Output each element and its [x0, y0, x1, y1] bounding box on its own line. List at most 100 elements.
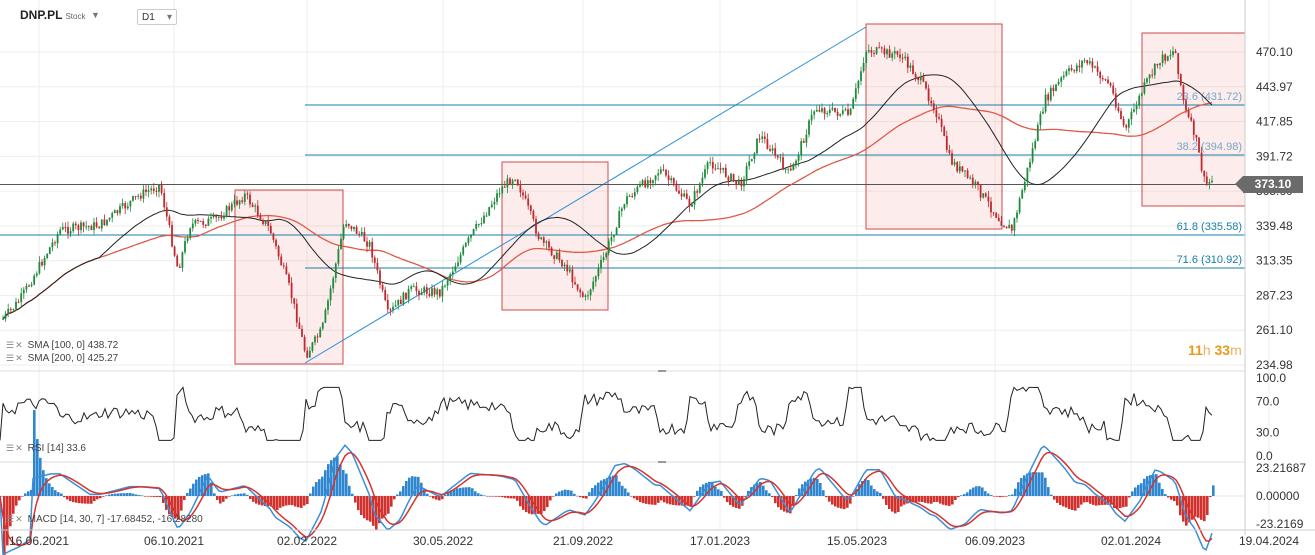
- macd-hist-bar: [333, 457, 336, 496]
- macd-hist-bar: [1026, 473, 1029, 496]
- candle-body: [137, 195, 140, 197]
- candle-body: [698, 183, 701, 193]
- macd-hist-bar: [369, 496, 372, 522]
- indicator-sma100[interactable]: ☰✕ SMA [100, 0] 438.72: [6, 340, 119, 351]
- candle-body: [670, 178, 673, 181]
- candle-body: [160, 184, 163, 194]
- menu-close-icon[interactable]: ☰✕: [6, 514, 24, 524]
- candle-body: [1143, 82, 1146, 94]
- candle-body: [529, 205, 532, 212]
- timeframe-select[interactable]: D1: [137, 9, 177, 26]
- candle-body: [311, 342, 314, 351]
- macd-hist-bar: [363, 496, 366, 519]
- macd-hist-bar: [306, 496, 309, 505]
- macd-hist-bar: [144, 496, 147, 497]
- macd-hist-bar: [153, 496, 156, 497]
- macd-hist-bar: [888, 496, 891, 510]
- menu-close-icon[interactable]: ☰✕: [6, 353, 24, 363]
- resize-handle[interactable]: [658, 370, 666, 372]
- macd-hist-bar: [90, 496, 93, 504]
- macd-hist-bar: [828, 496, 831, 502]
- candle-body: [202, 221, 205, 225]
- candle-body: [394, 305, 397, 307]
- macd-hist-bar: [996, 496, 999, 497]
- macd-hist-bar: [1077, 496, 1080, 508]
- candle-body: [938, 117, 940, 119]
- macd-hist-bar: [894, 496, 897, 514]
- candle-body: [1062, 75, 1065, 78]
- macd-hist-bar: [414, 476, 417, 496]
- macd-hist-bar: [732, 496, 735, 507]
- macd-hist-bar: [339, 464, 342, 496]
- candle-body: [727, 176, 730, 181]
- indicator-macd[interactable]: ☰✕ MACD [14, 30, 7] -17.68452, -16.28280: [6, 514, 203, 525]
- macd-hist-bar: [405, 480, 408, 496]
- macd-hist-bar: [957, 496, 960, 498]
- candle-body: [935, 110, 938, 118]
- ticker-symbol[interactable]: DNP.PL Stock: [20, 8, 86, 22]
- candle-body: [680, 193, 683, 197]
- candle-body: [327, 300, 329, 310]
- macd-hist-bar: [1104, 496, 1107, 505]
- macd-hist-bar: [324, 470, 327, 496]
- macd-hist-bar: [219, 496, 222, 504]
- indicator-sma200[interactable]: ☰✕ SMA [200, 0] 425.27: [6, 353, 119, 364]
- macd-hist-bar: [444, 494, 447, 496]
- macd-hist-bar: [162, 496, 165, 504]
- macd-hist-bar: [1083, 496, 1086, 503]
- candle-body: [852, 98, 855, 109]
- candle-body: [657, 173, 660, 176]
- candle-body: [46, 253, 49, 258]
- candle-body: [574, 282, 576, 285]
- candle-body: [230, 203, 233, 211]
- macd-hist-bar: [822, 490, 825, 496]
- macd-hist-bar: [486, 495, 489, 497]
- rsi-tick-label: 0.0: [1256, 449, 1273, 463]
- candle-body: [1008, 224, 1011, 229]
- candle-body: [1138, 95, 1141, 106]
- indicator-rsi[interactable]: ☰✕ RSI [14] 33.6: [6, 443, 86, 454]
- macd-hist-bar: [60, 493, 63, 496]
- macd-hist-bar: [138, 495, 141, 496]
- candle-body: [602, 257, 605, 260]
- macd-hist-bar: [744, 496, 747, 497]
- candle-body: [982, 193, 985, 198]
- candle-body: [420, 292, 423, 296]
- macd-hist-bar: [252, 496, 255, 502]
- candle-body: [844, 109, 847, 111]
- macd-hist-bar: [798, 488, 801, 496]
- macd-hist-bar: [570, 490, 573, 496]
- menu-close-icon[interactable]: ☰✕: [6, 443, 24, 453]
- macd-hist-bar: [246, 494, 249, 496]
- candle-body: [1200, 152, 1203, 171]
- chevron-down-icon[interactable]: ▼: [91, 10, 100, 20]
- candle-body: [641, 180, 644, 185]
- candle-body: [750, 158, 753, 162]
- macd-hist-bar: [990, 495, 993, 496]
- candle-body: [969, 177, 972, 179]
- candle-body: [288, 274, 290, 283]
- macd-hist-bar: [708, 481, 711, 496]
- candle-body: [527, 198, 530, 206]
- macd-hist-bar: [936, 496, 939, 502]
- macd-hist-bar: [57, 492, 60, 496]
- macd-hist-bar: [453, 489, 456, 496]
- candle-body: [303, 336, 306, 351]
- macd-hist-bar: [69, 496, 72, 502]
- menu-close-icon[interactable]: ☰✕: [6, 340, 24, 350]
- macd-hist-bar: [387, 496, 390, 514]
- candle-body: [334, 263, 337, 279]
- sma-100-line: [2, 74, 1213, 320]
- resize-handle[interactable]: [658, 461, 666, 463]
- candle-body: [566, 264, 569, 272]
- macd-hist-bar: [297, 496, 300, 508]
- rsi-tick-label: 30.0: [1256, 426, 1280, 440]
- macd-hist-bar: [1194, 496, 1197, 517]
- macd-hist-bar: [402, 486, 405, 496]
- candle-body: [516, 179, 519, 186]
- macd-hist-bar: [351, 493, 354, 496]
- highlight-boxes: [234, 23, 1246, 365]
- candle-body: [217, 216, 220, 218]
- macd-hist-bar: [1092, 496, 1095, 505]
